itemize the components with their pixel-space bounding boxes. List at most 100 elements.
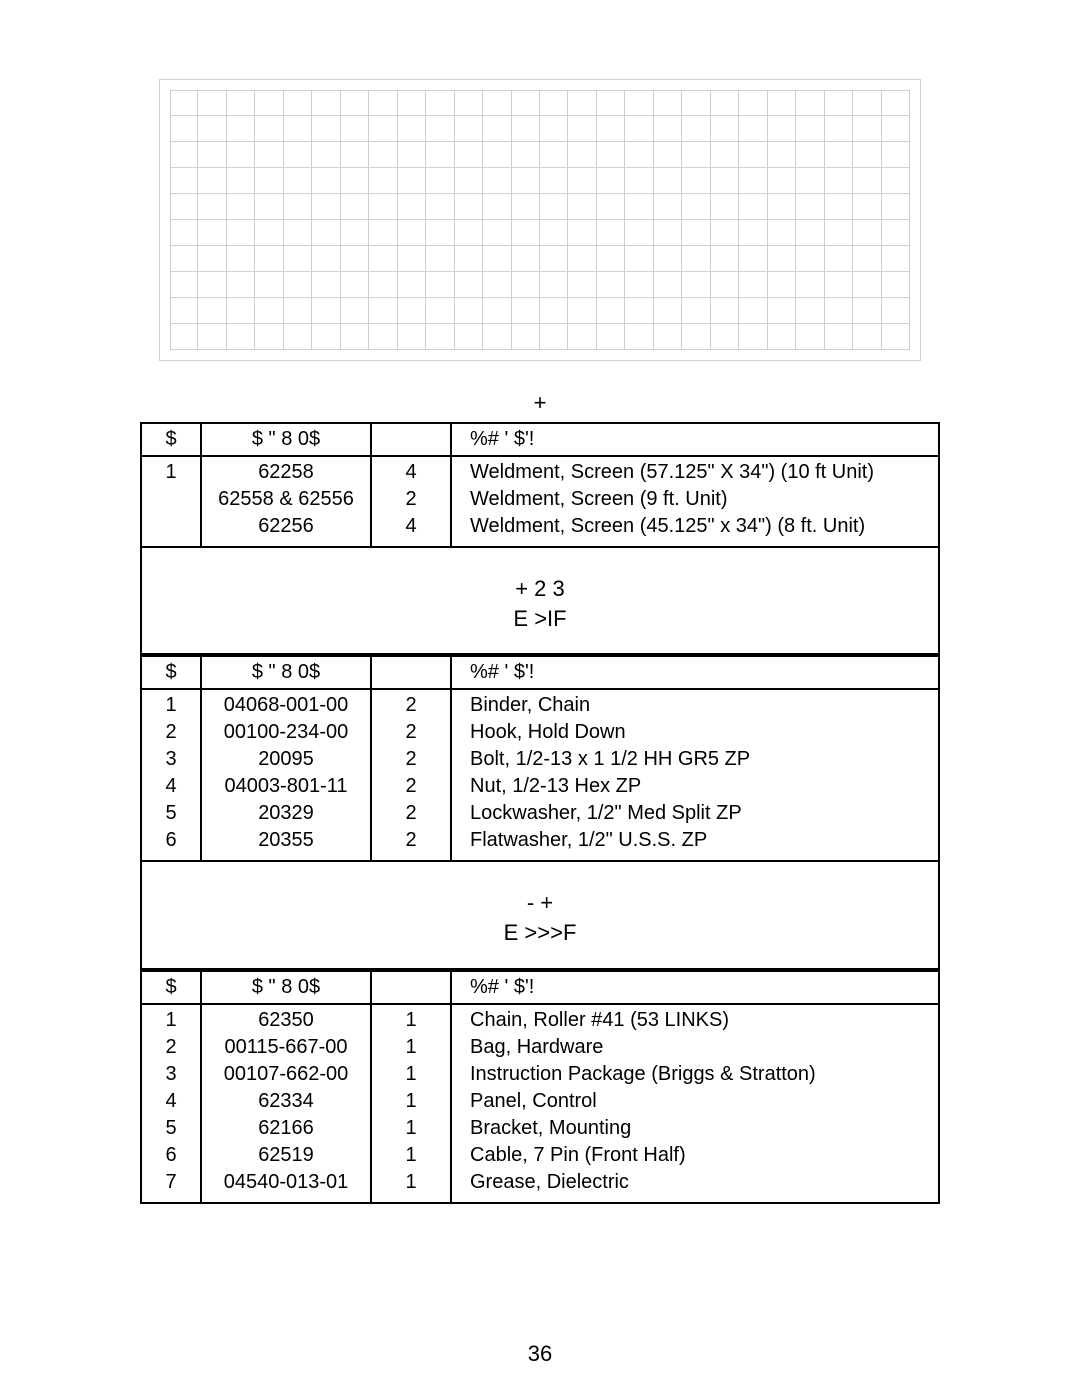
parts-table-2: $ $ " 8 0$ %# ' $'! 104068-001-002Binder… — [140, 655, 940, 862]
grid-cell — [312, 168, 340, 194]
grid-cell — [796, 220, 824, 246]
table-row: 1623501Chain, Roller #41 (53 LINKS) — [141, 1004, 939, 1034]
grid-cell — [455, 116, 483, 142]
grid-cell — [768, 194, 796, 220]
grid-cell — [540, 142, 568, 168]
grid-cell — [568, 298, 596, 324]
grid-cell — [682, 194, 710, 220]
grid-cell — [398, 116, 426, 142]
cell-ref: 6 — [141, 827, 201, 861]
grid-cell — [483, 168, 511, 194]
cell-ref: 1 — [141, 689, 201, 719]
grid-cell — [882, 220, 910, 246]
table-row: 5203292Lockwasher, 1/2" Med Split ZP — [141, 800, 939, 827]
header-desc: %# ' $'! — [451, 423, 939, 456]
cell-ref: 6 — [141, 1142, 201, 1169]
grid-cell — [255, 90, 283, 116]
grid-cell — [255, 168, 283, 194]
cell-qty: 1 — [371, 1004, 451, 1034]
section-3-line2: E >>>F — [150, 918, 930, 948]
grid-cell — [255, 272, 283, 298]
cell-desc: Flatwasher, 1/2" U.S.S. ZP — [451, 827, 939, 861]
page-number: 36 — [0, 1341, 1080, 1367]
header-part: $ " 8 0$ — [201, 656, 371, 689]
grid-cell — [768, 168, 796, 194]
grid-cell — [625, 324, 653, 350]
grid-cell — [455, 142, 483, 168]
grid-cell — [796, 272, 824, 298]
cell-qty: 1 — [371, 1115, 451, 1142]
grid-cell — [540, 194, 568, 220]
grid-cell — [768, 220, 796, 246]
grid-cell — [568, 246, 596, 272]
table-row: 622564Weldment, Screen (45.125" x 34") (… — [141, 513, 939, 547]
grid-cell — [198, 246, 226, 272]
table-row: 3200952Bolt, 1/2-13 x 1 1/2 HH GR5 ZP — [141, 746, 939, 773]
grid-cell — [825, 220, 853, 246]
grid-cell — [227, 220, 255, 246]
grid-cell — [426, 298, 454, 324]
section-3-heading: - + E >>>F — [140, 862, 940, 969]
grid-cell — [597, 142, 625, 168]
grid-cell — [568, 116, 596, 142]
grid-cell — [682, 168, 710, 194]
table-row: 104068-001-002Binder, Chain — [141, 689, 939, 719]
grid-cell — [768, 90, 796, 116]
table-row: 4623341Panel, Control — [141, 1088, 939, 1115]
grid-cell — [170, 116, 198, 142]
grid-cell — [170, 298, 198, 324]
grid-cell — [682, 220, 710, 246]
grid-cell — [768, 142, 796, 168]
header-ref: $ — [141, 423, 201, 456]
grid-cell — [739, 324, 767, 350]
grid-cell — [198, 116, 226, 142]
grid-cell — [455, 90, 483, 116]
grid-cell — [882, 324, 910, 350]
grid-cell — [625, 220, 653, 246]
grid-cell — [198, 168, 226, 194]
grid-cell — [284, 324, 312, 350]
grid-cell — [227, 90, 255, 116]
section-3-line1: - + — [150, 888, 930, 918]
cell-part: 04003-801-11 — [201, 773, 371, 800]
grid-cell — [654, 90, 682, 116]
grid-cell — [198, 298, 226, 324]
grid-cell — [825, 90, 853, 116]
grid-cell — [512, 90, 540, 116]
cell-qty: 2 — [371, 746, 451, 773]
cell-desc: Panel, Control — [451, 1088, 939, 1115]
page: + $ $ " 8 0$ %# ' $'! 1622584Weldment, S… — [0, 0, 1080, 1397]
cell-part: 20329 — [201, 800, 371, 827]
grid-cell — [426, 272, 454, 298]
grid-cell — [853, 246, 881, 272]
grid-cell — [341, 90, 369, 116]
grid-cell — [512, 298, 540, 324]
grid-cell — [625, 142, 653, 168]
grid-cell — [369, 246, 397, 272]
grid-cell — [312, 220, 340, 246]
grid-cell — [312, 142, 340, 168]
cell-qty: 1 — [371, 1061, 451, 1088]
grid-cell — [483, 272, 511, 298]
grid-cell — [198, 220, 226, 246]
grid-cell — [625, 90, 653, 116]
grid-cell — [284, 116, 312, 142]
grid-cell — [455, 272, 483, 298]
grid-cell — [711, 90, 739, 116]
grid-cell — [170, 324, 198, 350]
grid-cell — [711, 142, 739, 168]
grid-cell — [341, 142, 369, 168]
cell-qty: 1 — [371, 1088, 451, 1115]
grid-cell — [568, 142, 596, 168]
grid-cell — [398, 220, 426, 246]
grid-cell — [455, 324, 483, 350]
grid-cell — [426, 168, 454, 194]
grid-cell — [882, 90, 910, 116]
section-2-heading: + 2 3 E >IF — [140, 548, 940, 655]
grid-cell — [426, 324, 454, 350]
grid-cell — [739, 194, 767, 220]
parts-table-3: $ $ " 8 0$ %# ' $'! 1623501Chain, Roller… — [140, 970, 940, 1204]
cell-desc: Lockwasher, 1/2" Med Split ZP — [451, 800, 939, 827]
grid-cell — [825, 272, 853, 298]
grid-cell — [540, 272, 568, 298]
